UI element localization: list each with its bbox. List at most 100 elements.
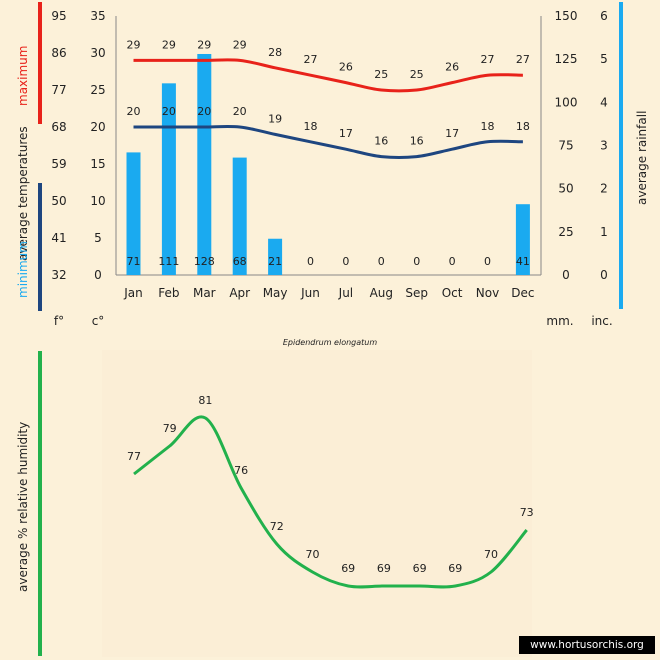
humidity-value-label: 81 bbox=[198, 394, 212, 407]
celsius-tick-label: 20 bbox=[90, 120, 105, 134]
maximum-value-label: 26 bbox=[339, 61, 353, 74]
minimum-value-label: 20 bbox=[233, 105, 247, 118]
fahrenheit-tick-label: 68 bbox=[51, 120, 66, 134]
mm-tick-label: 25 bbox=[558, 225, 573, 239]
maximum-value-label: 29 bbox=[127, 38, 141, 51]
minimum-side-bar bbox=[38, 183, 42, 311]
mm-tick-label: 75 bbox=[558, 139, 573, 153]
minimum-value-label: 20 bbox=[162, 105, 176, 118]
mm-tick-label: 50 bbox=[558, 182, 573, 196]
maximum-value-label: 27 bbox=[481, 53, 495, 66]
minimum-value-label: 16 bbox=[410, 135, 424, 148]
rainfall-value-label: 111 bbox=[158, 255, 179, 268]
rainfall-bar bbox=[232, 157, 247, 275]
humidity-value-label: 69 bbox=[448, 562, 462, 575]
rainfall-bar bbox=[161, 83, 176, 275]
inch-tick-label: 3 bbox=[600, 139, 608, 153]
inch-tick-label: 6 bbox=[600, 9, 608, 23]
month-tick-label: Dec bbox=[511, 286, 534, 300]
humidity-value-label: 73 bbox=[520, 506, 534, 519]
month-tick-label: Feb bbox=[158, 286, 179, 300]
maximum-value-label: 27 bbox=[304, 53, 318, 66]
humidity-value-label: 77 bbox=[127, 450, 141, 463]
unit-fahrenheit: f° bbox=[54, 314, 64, 328]
rainfall-value-label: 0 bbox=[449, 255, 456, 268]
rainfall-value-label: 0 bbox=[484, 255, 491, 268]
rainfall-value-label: 41 bbox=[516, 255, 530, 268]
celsius-tick-label: 35 bbox=[90, 9, 105, 23]
rainfall-value-label: 0 bbox=[378, 255, 385, 268]
temperatures-label: average temperatures bbox=[16, 126, 30, 261]
month-tick-label: Sep bbox=[405, 286, 428, 300]
rainfall-value-label: 128 bbox=[194, 255, 215, 268]
maximum-value-label: 28 bbox=[268, 46, 282, 59]
rainfall-value-label: 0 bbox=[413, 255, 420, 268]
maximum-value-label: 25 bbox=[410, 68, 424, 81]
minimum-label: minimum bbox=[16, 241, 30, 298]
minimum-value-label: 18 bbox=[304, 120, 318, 133]
humidity-axis-label: average % relative humidity bbox=[16, 422, 30, 592]
rainfall-bar bbox=[197, 53, 212, 276]
rainfall-bar bbox=[268, 238, 283, 275]
mm-tick-label: 100 bbox=[555, 95, 578, 109]
minimum-value-label: 17 bbox=[339, 127, 353, 140]
minimum-value-label: 17 bbox=[445, 127, 459, 140]
fahrenheit-tick-label: 59 bbox=[51, 157, 66, 171]
month-tick-label: Mar bbox=[193, 286, 216, 300]
rainfall-value-label: 68 bbox=[233, 255, 247, 268]
inch-tick-label: 5 bbox=[600, 52, 608, 66]
humidity-value-label: 69 bbox=[413, 562, 427, 575]
month-tick-label: May bbox=[263, 286, 288, 300]
humidity-side-bar bbox=[38, 351, 42, 656]
inch-tick-label: 4 bbox=[600, 95, 608, 109]
mm-tick-label: 0 bbox=[562, 268, 570, 282]
humidity-value-label: 79 bbox=[163, 422, 177, 435]
unit-mm: mm. bbox=[546, 314, 573, 328]
rainfall-value-label: 71 bbox=[127, 255, 141, 268]
maximum-temperature-line bbox=[133, 58, 523, 93]
humidity-value-label: 70 bbox=[306, 548, 320, 561]
maximum-value-label: 29 bbox=[162, 38, 176, 51]
month-tick-label: Jan bbox=[123, 286, 143, 300]
rainfall-value-label: 21 bbox=[268, 255, 282, 268]
humidity-line bbox=[133, 415, 528, 589]
maximum-side-bar bbox=[38, 2, 42, 124]
fahrenheit-tick-label: 95 bbox=[51, 9, 66, 23]
minimum-value-label: 18 bbox=[516, 120, 530, 133]
rainfall-bar bbox=[515, 204, 530, 275]
fahrenheit-tick-label: 77 bbox=[51, 83, 66, 97]
rainfall-side-bar bbox=[619, 2, 623, 309]
rainfall-bar bbox=[126, 152, 141, 275]
humidity-value-label: 72 bbox=[270, 520, 284, 533]
celsius-tick-label: 15 bbox=[90, 157, 105, 171]
humidity-value-label: 69 bbox=[341, 562, 355, 575]
maximum-label: maximum bbox=[16, 46, 30, 106]
humidity-value-label: 69 bbox=[377, 562, 391, 575]
unit-inch: inc. bbox=[591, 314, 612, 328]
mm-tick-label: 125 bbox=[555, 52, 578, 66]
minimum-value-label: 19 bbox=[268, 112, 282, 125]
fahrenheit-tick-label: 50 bbox=[51, 194, 66, 208]
rainfall-value-label: 0 bbox=[307, 255, 314, 268]
fahrenheit-tick-label: 32 bbox=[51, 268, 66, 282]
rainfall-value-label: 0 bbox=[342, 255, 349, 268]
month-tick-label: Nov bbox=[476, 286, 499, 300]
maximum-value-label: 29 bbox=[197, 38, 211, 51]
minimum-temperature-line bbox=[133, 124, 523, 159]
month-tick-label: Jul bbox=[338, 286, 353, 300]
month-tick-label: Jun bbox=[300, 286, 320, 300]
inch-tick-label: 1 bbox=[600, 225, 608, 239]
minimum-value-label: 18 bbox=[481, 120, 495, 133]
humidity-value-label: 76 bbox=[234, 464, 248, 477]
fahrenheit-tick-label: 86 bbox=[51, 46, 66, 60]
inch-tick-label: 0 bbox=[600, 268, 608, 282]
celsius-tick-label: 30 bbox=[90, 46, 105, 60]
humidity-panel bbox=[102, 350, 532, 657]
celsius-tick-label: 0 bbox=[94, 268, 102, 282]
maximum-value-label: 25 bbox=[374, 68, 388, 81]
chart-caption: Epidendrum elongatum bbox=[283, 338, 377, 347]
month-tick-label: Aug bbox=[370, 286, 393, 300]
celsius-tick-label: 25 bbox=[90, 83, 105, 97]
inch-tick-label: 2 bbox=[600, 182, 608, 196]
